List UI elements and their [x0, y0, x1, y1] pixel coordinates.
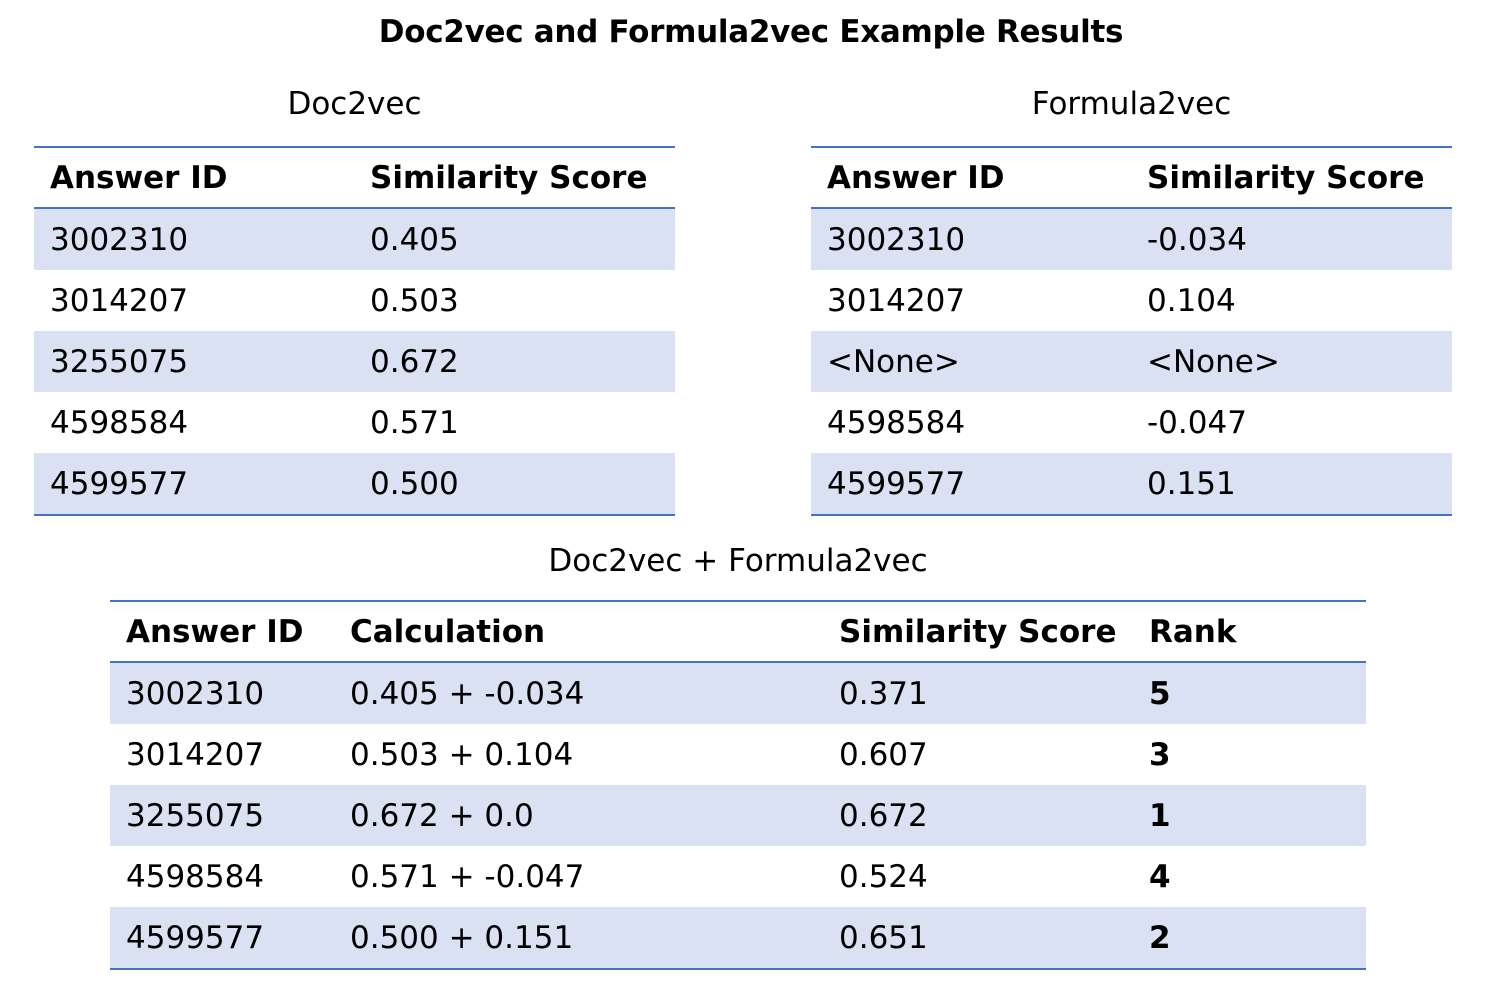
rank-cell: 1: [1133, 785, 1366, 846]
answer-id-cell: 3255075: [34, 331, 354, 392]
table-row: 3002310 -0.034: [811, 208, 1452, 270]
answer-id-cell: 4599577: [110, 907, 334, 969]
similarity-score-cell: 0.651: [823, 907, 1133, 969]
table-header-row: Answer ID Calculation Similarity Score R…: [110, 601, 1366, 663]
column-header-similarity-score: Similarity Score: [1131, 147, 1452, 209]
column-header-rank: Rank: [1133, 601, 1366, 663]
table-row: 4599577 0.500 + 0.151 0.651 2: [110, 907, 1366, 969]
similarity-score-cell: 0.500: [354, 453, 675, 515]
doc2vec-caption: Doc2vec: [287, 86, 422, 122]
table-row: 3014207 0.503 + 0.104 0.607 3: [110, 724, 1366, 785]
similarity-score-cell: 0.503: [370, 282, 459, 319]
similarity-score-cell: -0.047: [1147, 404, 1247, 441]
table-header-row: Answer ID Similarity Score: [34, 147, 675, 209]
calculation-cell: 0.571 + -0.047: [350, 858, 585, 895]
similarity-score-cell: 0.524: [839, 858, 928, 895]
answer-id-cell: 3002310: [110, 662, 334, 724]
rank-cell: 3: [1149, 736, 1171, 773]
table-row: 4599577 0.151: [811, 453, 1452, 515]
calculation-cell: 0.405 + -0.034: [334, 662, 823, 724]
table-row: 4598584 0.571: [34, 392, 675, 453]
rank-cell: 2: [1133, 907, 1366, 969]
calculation-cell: 0.500 + 0.151: [334, 907, 823, 969]
rank-cell: 5: [1133, 662, 1366, 724]
answer-id-cell: 3014207: [126, 736, 265, 773]
answer-id-cell: 3014207: [50, 282, 189, 319]
column-header-answer-id: Answer ID: [110, 601, 334, 663]
doc2vec-table: Answer ID Similarity Score 3002310 0.405…: [34, 146, 675, 516]
answer-id-cell: 4598584: [50, 404, 189, 441]
column-header-similarity-score: Similarity Score: [354, 147, 675, 209]
rank-cell: 4: [1149, 858, 1171, 895]
formula2vec-table: Answer ID Similarity Score 3002310 -0.03…: [811, 146, 1452, 516]
table-row: 3002310 0.405 + -0.034 0.371 5: [110, 662, 1366, 724]
page-title: Doc2vec and Formula2vec Example Results: [378, 14, 1124, 50]
answer-id-cell: 3014207: [827, 282, 966, 319]
table-row: 4599577 0.500: [34, 453, 675, 515]
similarity-score-cell: 0.607: [839, 736, 928, 773]
similarity-score-cell: 0.672: [823, 785, 1133, 846]
similarity-score-cell: <None>: [1131, 331, 1452, 392]
answer-id-cell: 4598584: [126, 858, 265, 895]
table-row: 4598584 0.571 + -0.047 0.524 4: [110, 846, 1366, 907]
answer-id-cell: 3002310: [34, 208, 354, 270]
table-row: 3002310 0.405: [34, 208, 675, 270]
similarity-score-cell: 0.672: [354, 331, 675, 392]
answer-id-cell: <None>: [811, 331, 1131, 392]
table-row: 3255075 0.672: [34, 331, 675, 392]
similarity-score-cell: 0.104: [1147, 282, 1236, 319]
answer-id-cell: 4599577: [34, 453, 354, 515]
similarity-score-cell: 0.405: [354, 208, 675, 270]
answer-id-cell: 4598584: [827, 404, 966, 441]
answer-id-cell: 4599577: [811, 453, 1131, 515]
answer-id-cell: 3002310: [811, 208, 1131, 270]
similarity-score-cell: 0.571: [370, 404, 459, 441]
table-row: 3014207 0.104: [811, 270, 1452, 331]
table-row: 3255075 0.672 + 0.0 0.672 1: [110, 785, 1366, 846]
calculation-cell: 0.672 + 0.0: [334, 785, 823, 846]
column-header-similarity-score: Similarity Score: [823, 601, 1133, 663]
similarity-score-cell: 0.151: [1131, 453, 1452, 515]
column-header-calculation: Calculation: [334, 601, 823, 663]
table-header-row: Answer ID Similarity Score: [811, 147, 1452, 209]
combined-table: Answer ID Calculation Similarity Score R…: [110, 600, 1366, 970]
column-header-answer-id: Answer ID: [811, 147, 1131, 209]
table-row: <None> <None>: [811, 331, 1452, 392]
column-header-answer-id: Answer ID: [34, 147, 354, 209]
similarity-score-cell: -0.034: [1131, 208, 1452, 270]
calculation-cell: 0.503 + 0.104: [350, 736, 574, 773]
answer-id-cell: 3255075: [110, 785, 334, 846]
table-row: 3014207 0.503: [34, 270, 675, 331]
similarity-score-cell: 0.371: [823, 662, 1133, 724]
combined-caption: Doc2vec + Formula2vec: [548, 543, 928, 579]
formula2vec-caption: Formula2vec: [1031, 86, 1232, 122]
table-row: 4598584 -0.047: [811, 392, 1452, 453]
